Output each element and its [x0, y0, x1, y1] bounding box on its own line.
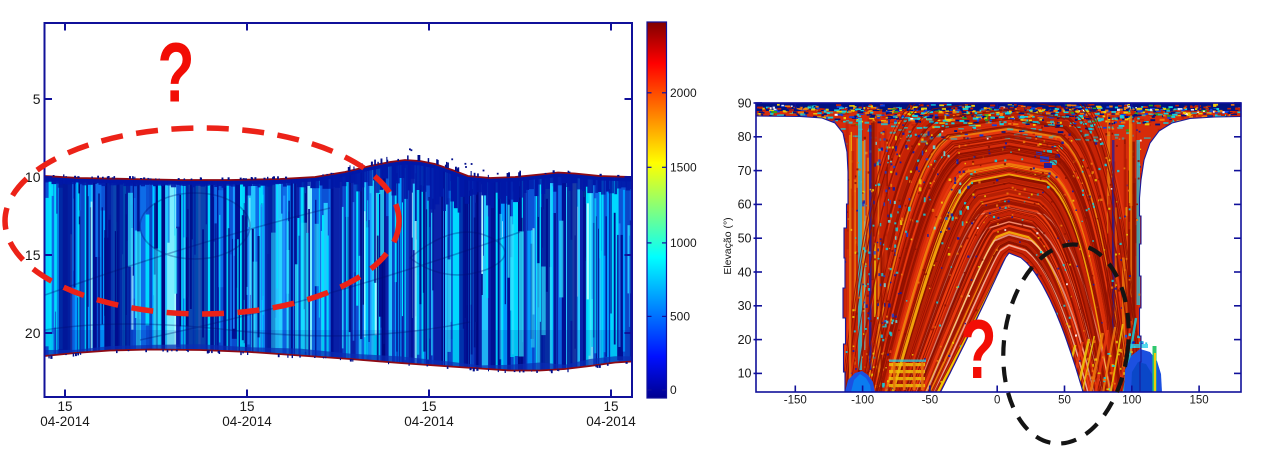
svg-text:20: 20	[25, 325, 41, 341]
svg-text:-100: -100	[851, 395, 874, 407]
svg-text:04-2014: 04-2014	[404, 414, 454, 429]
svg-text:0: 0	[670, 383, 677, 397]
svg-text:5: 5	[33, 91, 41, 107]
svg-text:-50: -50	[922, 395, 939, 407]
svg-text:90: 90	[738, 96, 752, 110]
svg-text:?: ?	[157, 24, 194, 119]
svg-text:1500: 1500	[670, 161, 697, 175]
svg-text:15: 15	[603, 399, 618, 414]
svg-text:0: 0	[994, 395, 1000, 407]
svg-text:150: 150	[1190, 395, 1209, 407]
svg-text:04-2014: 04-2014	[40, 414, 90, 429]
svg-text:70: 70	[738, 164, 752, 178]
svg-text:15: 15	[25, 247, 41, 263]
svg-text:15: 15	[57, 399, 72, 414]
svg-text:10: 10	[25, 169, 41, 185]
svg-text:500: 500	[670, 310, 690, 324]
svg-text:2000: 2000	[670, 86, 697, 100]
svg-text:1000: 1000	[670, 236, 697, 250]
svg-text:100: 100	[1122, 395, 1141, 407]
svg-text:20: 20	[738, 333, 752, 347]
svg-text:15: 15	[239, 399, 254, 414]
svg-text:50: 50	[1058, 395, 1071, 407]
svg-text:10: 10	[738, 367, 752, 381]
svg-text:04-2014: 04-2014	[586, 414, 636, 429]
svg-text:40: 40	[738, 265, 752, 279]
svg-text:60: 60	[738, 198, 752, 212]
svg-text:04-2014: 04-2014	[222, 414, 272, 429]
svg-text:15: 15	[421, 399, 436, 414]
svg-text:80: 80	[738, 130, 752, 144]
svg-text:30: 30	[738, 299, 752, 313]
svg-text:50: 50	[738, 232, 752, 246]
svg-text:Elevação (°): Elevação (°)	[722, 217, 734, 274]
svg-text:?: ?	[960, 304, 996, 396]
svg-text:-150: -150	[784, 395, 807, 407]
